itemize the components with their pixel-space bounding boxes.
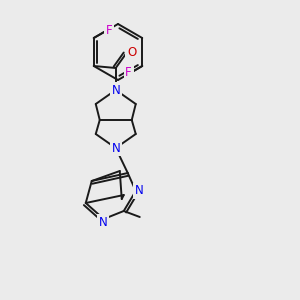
Text: N: N [111, 83, 120, 97]
Text: F: F [125, 67, 132, 80]
Text: N: N [111, 142, 120, 154]
Text: N: N [134, 184, 143, 197]
Text: O: O [127, 46, 136, 59]
Text: F: F [106, 23, 112, 37]
Text: N: N [98, 215, 107, 229]
